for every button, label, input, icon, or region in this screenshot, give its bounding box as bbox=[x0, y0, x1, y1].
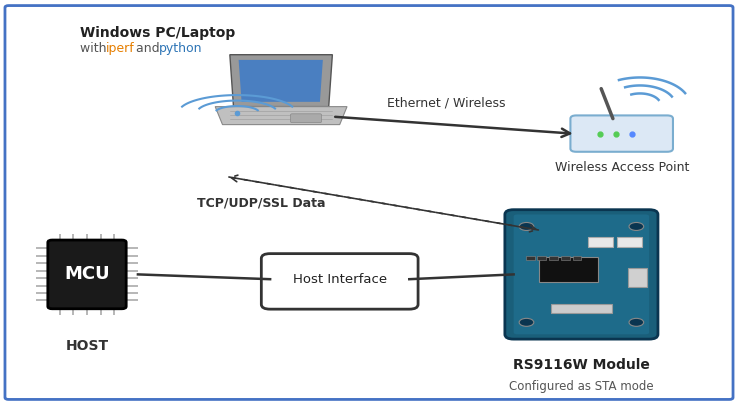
Text: Wireless Access Point: Wireless Access Point bbox=[554, 160, 689, 174]
FancyBboxPatch shape bbox=[537, 256, 546, 260]
Text: with: with bbox=[80, 42, 110, 55]
FancyBboxPatch shape bbox=[588, 237, 613, 247]
FancyBboxPatch shape bbox=[627, 268, 646, 287]
Text: Configured as STA mode: Configured as STA mode bbox=[509, 380, 654, 393]
Text: MCU: MCU bbox=[64, 265, 110, 284]
Text: Windows PC/Laptop: Windows PC/Laptop bbox=[80, 26, 235, 40]
Circle shape bbox=[629, 222, 644, 230]
Text: Ethernet / Wireless: Ethernet / Wireless bbox=[387, 96, 506, 109]
Polygon shape bbox=[238, 60, 323, 102]
Circle shape bbox=[519, 318, 534, 326]
FancyBboxPatch shape bbox=[525, 256, 534, 260]
Text: Host Interface: Host Interface bbox=[293, 273, 387, 286]
FancyBboxPatch shape bbox=[549, 256, 558, 260]
Text: TCP/UDP/SSL Data: TCP/UDP/SSL Data bbox=[197, 196, 325, 209]
FancyBboxPatch shape bbox=[551, 305, 613, 313]
Circle shape bbox=[519, 222, 534, 230]
Polygon shape bbox=[230, 55, 332, 107]
Text: python: python bbox=[159, 42, 202, 55]
FancyBboxPatch shape bbox=[573, 256, 582, 260]
FancyBboxPatch shape bbox=[514, 215, 649, 334]
FancyBboxPatch shape bbox=[5, 6, 733, 399]
FancyBboxPatch shape bbox=[539, 257, 599, 281]
FancyBboxPatch shape bbox=[570, 115, 673, 152]
FancyBboxPatch shape bbox=[617, 237, 642, 247]
FancyBboxPatch shape bbox=[48, 240, 126, 309]
Polygon shape bbox=[215, 107, 347, 125]
Text: iperf: iperf bbox=[106, 42, 135, 55]
Text: HOST: HOST bbox=[66, 339, 108, 353]
Text: and: and bbox=[132, 42, 164, 55]
Text: RS9116W Module: RS9116W Module bbox=[513, 358, 650, 372]
FancyBboxPatch shape bbox=[561, 256, 570, 260]
Circle shape bbox=[629, 318, 644, 326]
FancyBboxPatch shape bbox=[505, 210, 658, 339]
FancyBboxPatch shape bbox=[291, 114, 321, 123]
FancyBboxPatch shape bbox=[261, 254, 418, 309]
